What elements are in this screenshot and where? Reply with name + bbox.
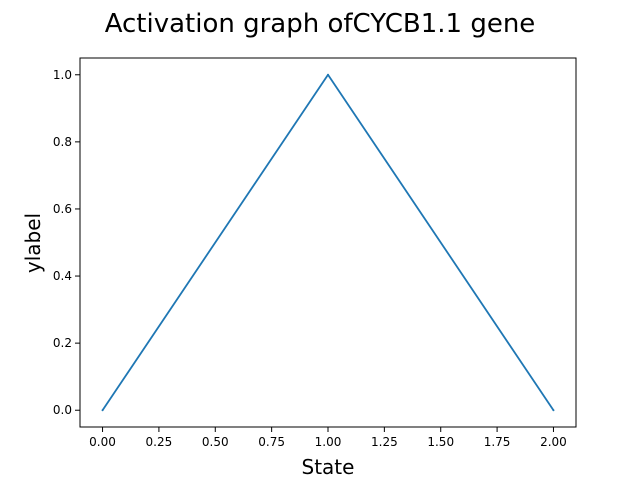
data-point xyxy=(552,409,555,412)
x-tick-label: 1.50 xyxy=(427,435,454,449)
x-tick-label: 1.75 xyxy=(484,435,511,449)
y-axis-label: ylabel xyxy=(21,213,45,273)
y-tick-label: 0.2 xyxy=(53,336,72,350)
y-tick-label: 0.0 xyxy=(53,403,72,417)
x-axis: 0.00 0.25 0.50 0.75 1.00 1.25 1.50 1.75 2.00 xyxy=(89,427,567,449)
y-axis: 0.0 0.2 0.4 0.6 0.8 1.0 xyxy=(53,68,80,417)
x-tick-label: 0.50 xyxy=(202,435,229,449)
data-point xyxy=(101,409,104,412)
x-tick-label: 0.25 xyxy=(146,435,173,449)
data-point xyxy=(327,73,329,76)
x-tick-label: 2.00 xyxy=(540,435,567,449)
series-layer xyxy=(101,73,555,412)
x-tick-label: 0.00 xyxy=(89,435,116,449)
x-tick-label: 1.00 xyxy=(315,435,342,449)
chart-title: Activation graph ofCYCB1.1 gene xyxy=(105,9,536,39)
x-tick-label: 0.75 xyxy=(258,435,285,449)
y-tick-label: 1.0 xyxy=(53,68,72,82)
x-axis-label: State xyxy=(302,455,355,479)
plot-area xyxy=(79,57,577,428)
x-tick-label: 1.25 xyxy=(371,435,398,449)
y-tick-label: 0.6 xyxy=(53,202,72,216)
series-line xyxy=(101,73,555,411)
y-tick-label: 0.8 xyxy=(53,135,72,149)
y-tick-label: 0.4 xyxy=(53,269,72,283)
